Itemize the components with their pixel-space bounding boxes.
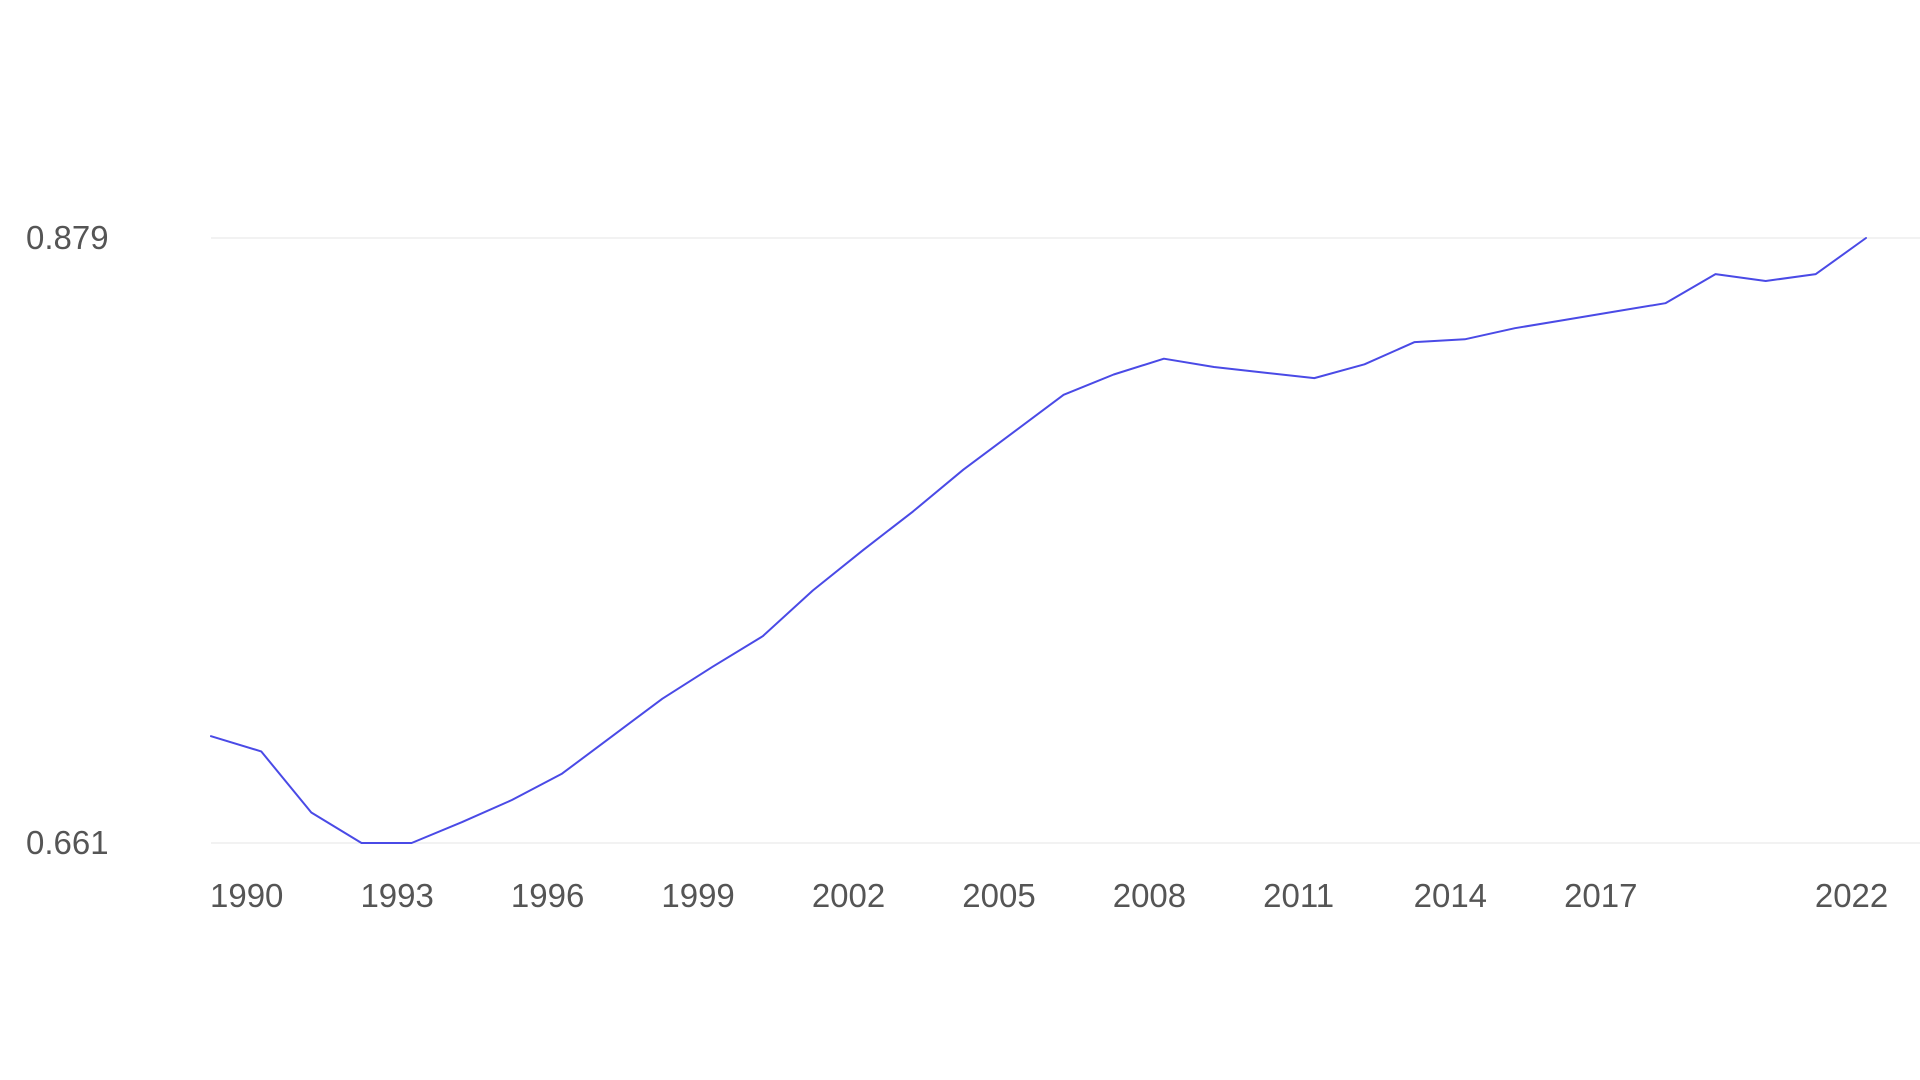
x-tick-label: 2008 <box>1113 877 1186 914</box>
x-tick-label: 1999 <box>661 877 734 914</box>
x-tick-label: 1990 <box>210 877 283 914</box>
y-tick-label: 0.879 <box>26 219 109 256</box>
x-axis: 1990 1993 1996 1999 2002 2005 2008 2011 2014 2017… <box>210 877 1888 914</box>
series-layer <box>210 237 1867 844</box>
x-tick-label: 2011 <box>1263 877 1334 914</box>
y-tick-label: 0.661 <box>26 824 109 861</box>
series-line <box>210 237 1867 844</box>
grid-layer <box>211 237 1920 844</box>
x-tick-label: 2017 <box>1564 877 1637 914</box>
x-tick-label: 2005 <box>962 877 1035 914</box>
x-tick-label: 2022 <box>1815 877 1888 914</box>
x-tick-label: 1996 <box>511 877 584 914</box>
x-tick-label: 2002 <box>812 877 885 914</box>
x-tick-label: 2014 <box>1414 877 1487 914</box>
x-tick-label: 1993 <box>360 877 433 914</box>
y-axis: 0.879 0.661 <box>26 219 109 861</box>
